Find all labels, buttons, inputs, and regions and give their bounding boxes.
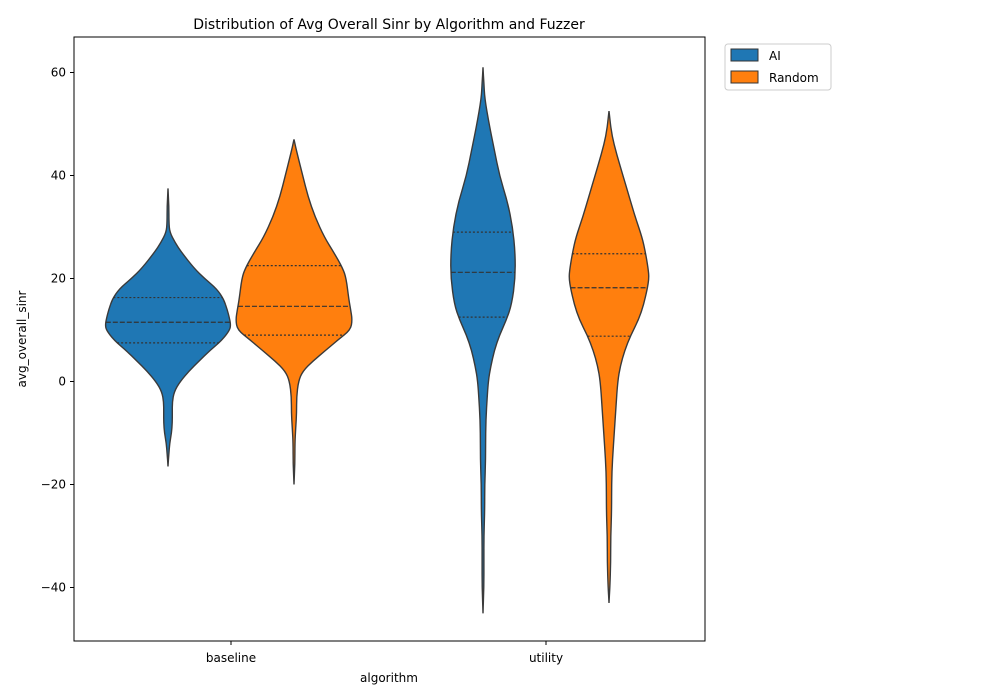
legend-swatch-random [730, 70, 759, 84]
legend-label-random: Random [769, 71, 819, 85]
legend: AI Random [724, 43, 832, 91]
x-axis-title: algorithm [360, 671, 418, 685]
y-tick-label: 0 [58, 375, 66, 389]
violins-layer [104, 67, 650, 614]
legend-swatch-ai [730, 48, 759, 62]
x-tick-label-utility: utility [529, 651, 563, 665]
y-axis-title: avg_overall_sinr [15, 290, 29, 387]
violin-ai-utility [450, 67, 516, 614]
violin-random-baseline [235, 139, 353, 485]
plot-frame [73, 36, 706, 642]
chart-title: Distribution of Avg Overall Sinr by Algo… [193, 17, 585, 33]
y-tick-label: −40 [41, 581, 66, 595]
y-tick-label: −20 [41, 478, 66, 492]
violin-random-utility [568, 111, 650, 604]
y-tick-label: 60 [51, 66, 66, 80]
y-tick-label: 40 [51, 169, 66, 183]
violin-ai-baseline [104, 188, 232, 467]
x-tick-label-baseline: baseline [206, 651, 256, 665]
x-axis: baseline utility [206, 641, 563, 665]
legend-label-ai: AI [769, 49, 781, 63]
y-axis: −40 −20 0 20 40 60 [41, 66, 74, 595]
y-tick-label: 20 [51, 272, 66, 286]
